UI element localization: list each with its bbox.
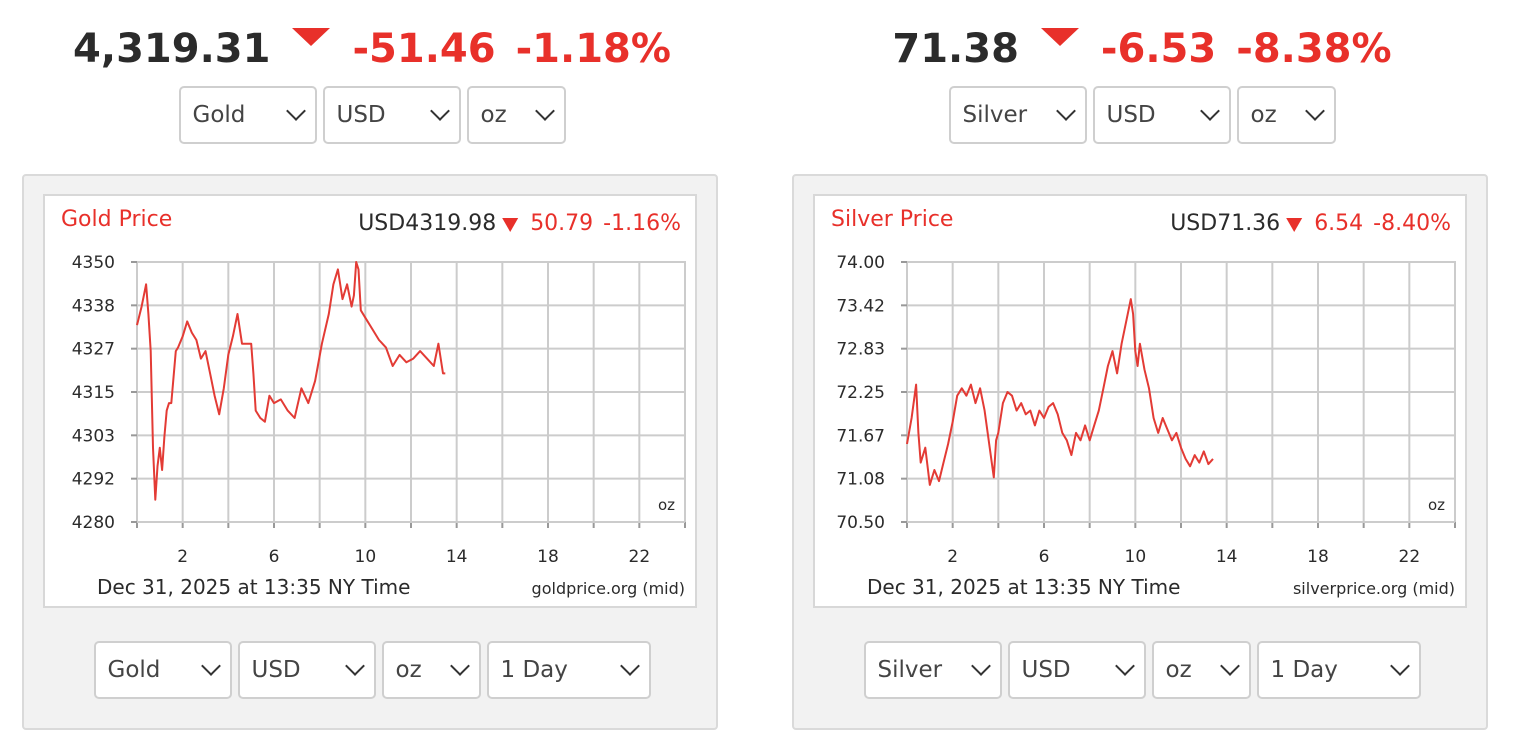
currency-select[interactable]: USD: [1007, 641, 1146, 699]
gold-panel: 4,319.31 -51.46 -1.18% Gold USD oz Gold …: [22, 0, 722, 756]
price-series-line: [136, 261, 446, 501]
unit-label: oz: [1428, 496, 1445, 514]
y-tick-label: 71.67: [836, 426, 885, 446]
gold-bottom-selects: Gold USD oz 1 Day: [22, 641, 722, 699]
chevron-down-icon: [449, 656, 470, 676]
gold-ticker-price: 4,319.31: [73, 26, 271, 72]
chevron-down-icon: [285, 101, 306, 121]
chart-title: Gold Price: [61, 207, 172, 232]
y-tick-label: 71.08: [836, 470, 885, 490]
chevron-down-icon: [1114, 656, 1135, 676]
silver-ticker-percent: -8.38%: [1236, 26, 1392, 72]
chevron-down-icon: [1219, 656, 1240, 676]
y-tick-label: 73.42: [836, 296, 885, 316]
silver-top-selects: Silver USD oz: [792, 86, 1492, 144]
silver-ticker: 71.38 -6.53 -8.38%: [792, 26, 1492, 72]
metal-select[interactable]: Silver: [863, 641, 1002, 699]
x-tick-label: 14: [446, 547, 468, 567]
y-tick-label: 4315: [72, 383, 115, 403]
y-tick-label: 72.25: [836, 383, 885, 403]
silver-ticker-price: 71.38: [892, 26, 1019, 72]
chevron-down-icon: [1304, 101, 1325, 121]
gold-chart: Gold Price -1.16% 50.79 USD4319.98 2 6 10 14 18 2…: [43, 194, 697, 608]
silver-bottom-selects: Silver USD oz 1 Day: [792, 641, 1492, 699]
x-tick-label: 14: [1216, 547, 1238, 567]
timeframe-select[interactable]: 1 Day: [486, 641, 651, 699]
silver-panel: 71.38 -6.53 -8.38% Silver USD oz Silver …: [792, 0, 1492, 756]
silver-chart-svg: Silver Price -8.40% 6.54 USD71.36 2 6 10 14 18 22…: [831, 207, 1456, 599]
chart-title: Silver Price: [831, 207, 953, 232]
x-tick-label: 2: [177, 547, 188, 567]
chevron-down-icon: [970, 656, 991, 676]
x-tick-label: 10: [1125, 547, 1147, 567]
chevron-down-icon: [1389, 656, 1410, 676]
quote-change: 50.79: [530, 211, 593, 236]
chevron-down-icon: [534, 101, 555, 121]
gold-ticker-change: -51.46: [352, 26, 496, 72]
chart-caption: Dec 31, 2025 at 13:35 NY Time: [867, 575, 1180, 599]
x-tick-label: 18: [537, 547, 559, 567]
silver-ticker-change: -6.53: [1100, 26, 1217, 72]
price-series-line: [906, 298, 1214, 486]
chevron-down-icon: [344, 656, 365, 676]
gold-top-selects: Gold USD oz: [22, 86, 722, 144]
silver-chart: Silver Price -8.40% 6.54 USD71.36 2 6 10 14 18 22…: [813, 194, 1467, 608]
chart-source: silverprice.org (mid): [1293, 579, 1455, 598]
y-tick-label: 4292: [72, 470, 115, 490]
x-tick-label: 22: [629, 547, 651, 567]
y-tick-label: 4350: [72, 253, 115, 273]
y-tick-label: 70.50: [836, 513, 885, 533]
x-tick-label: 6: [1039, 547, 1050, 567]
quote-percent: -8.40%: [1373, 211, 1451, 236]
x-tick-label: 2: [947, 547, 958, 567]
chevron-down-icon: [1055, 101, 1076, 121]
quote-price: USD4319.98: [358, 211, 496, 236]
x-tick-label: 6: [269, 547, 280, 567]
x-tick-label: 22: [1399, 547, 1421, 567]
y-tick-label: 72.83: [836, 340, 885, 360]
gold-ticker-percent: -1.18%: [515, 26, 671, 72]
gold-ticker: 4,319.31 -51.46 -1.18%: [22, 26, 722, 72]
triangle-down-icon: [1286, 218, 1303, 232]
metal-select[interactable]: Silver: [948, 86, 1087, 144]
y-tick-label: 4338: [72, 296, 115, 316]
y-tick-label: 74.00: [836, 253, 885, 273]
chevron-down-icon: [200, 656, 221, 676]
y-tick-label: 4280: [72, 513, 115, 533]
timeframe-select[interactable]: 1 Day: [1256, 641, 1421, 699]
metal-select[interactable]: Gold: [93, 641, 232, 699]
chart-caption: Dec 31, 2025 at 13:35 NY Time: [97, 575, 410, 599]
triangle-down-icon: [1040, 28, 1079, 46]
gold-chart-svg: Gold Price -1.16% 50.79 USD4319.98 2 6 10 14 18 2…: [61, 207, 686, 599]
chevron-down-icon: [1199, 101, 1220, 121]
y-tick-label: 4303: [72, 426, 115, 446]
metal-select[interactable]: Gold: [178, 86, 317, 144]
quote-price: USD71.36: [1170, 211, 1280, 236]
y-tick-label: 4327: [72, 340, 115, 360]
quote-change: 6.54: [1314, 211, 1363, 236]
x-tick-label: 10: [355, 547, 377, 567]
triangle-down-icon: [292, 28, 331, 46]
currency-select[interactable]: USD: [322, 86, 461, 144]
unit-label: oz: [658, 496, 675, 514]
currency-select[interactable]: USD: [1092, 86, 1231, 144]
unit-select[interactable]: oz: [381, 641, 481, 699]
chart-source: goldprice.org (mid): [532, 579, 685, 598]
unit-select[interactable]: oz: [466, 86, 566, 144]
x-tick-label: 18: [1307, 547, 1329, 567]
unit-select[interactable]: oz: [1151, 641, 1251, 699]
chevron-down-icon: [429, 101, 450, 121]
quote-percent: -1.16%: [603, 211, 681, 236]
chevron-down-icon: [619, 656, 640, 676]
triangle-down-icon: [502, 218, 519, 232]
unit-select[interactable]: oz: [1236, 86, 1336, 144]
currency-select[interactable]: USD: [237, 641, 376, 699]
